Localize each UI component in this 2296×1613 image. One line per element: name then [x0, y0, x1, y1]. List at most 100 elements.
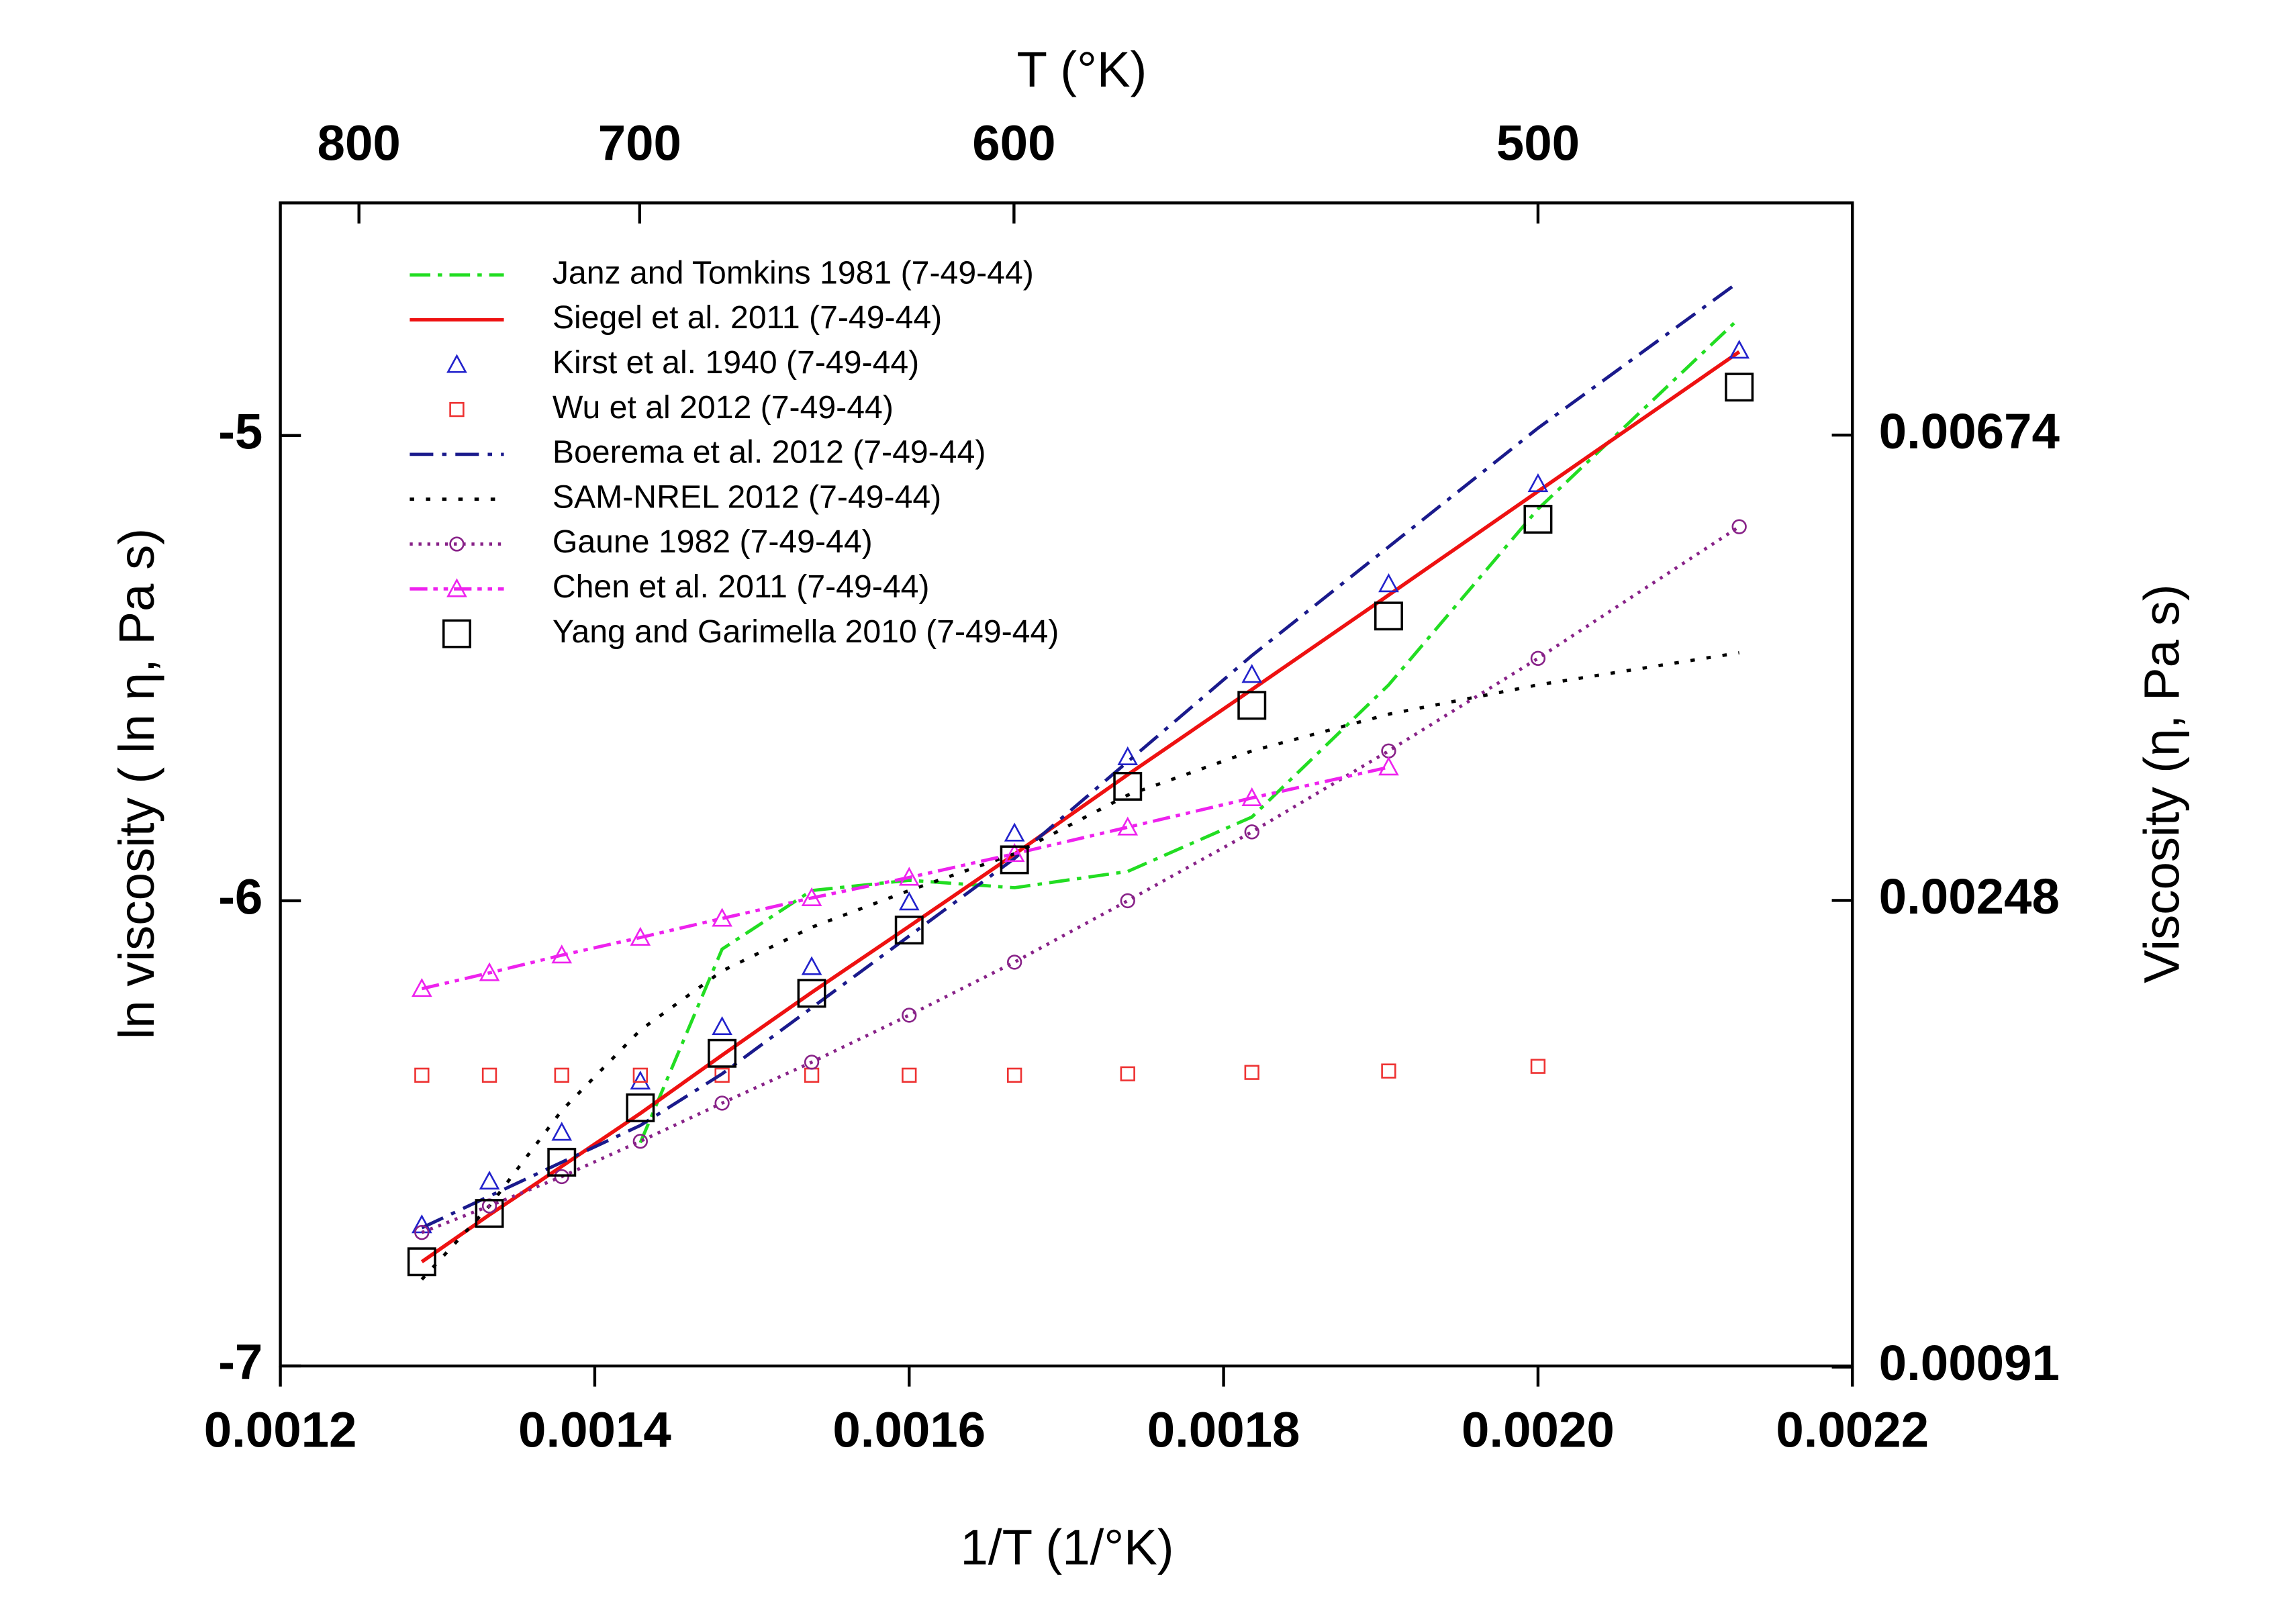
x-tick-label: 0.0022 [1776, 1402, 1929, 1457]
marker [902, 1067, 917, 1083]
marker [898, 891, 920, 911]
marker [449, 401, 465, 418]
legend-label: Gaune 1982 (7-49-44) [553, 524, 873, 560]
marker [1381, 743, 1396, 759]
marker [1381, 1063, 1396, 1079]
marker [481, 1067, 497, 1083]
marker [712, 908, 732, 927]
legend-label: Wu et al 2012 (7-49-44) [553, 389, 894, 426]
series-line [421, 765, 1389, 991]
marker [801, 956, 822, 975]
x-tick-label: 0.0016 [832, 1402, 986, 1457]
x-tick-label: 0.0012 [204, 1402, 357, 1457]
plot-frame [279, 201, 1854, 1368]
marker [902, 1008, 917, 1023]
x2-tick-label: 700 [598, 115, 681, 171]
marker [1725, 373, 1754, 402]
marker [632, 1067, 649, 1083]
series-line [420, 350, 1741, 1263]
legend-label: Siegel et al. 2011 (7-49-44) [553, 299, 942, 336]
marker [1004, 822, 1025, 842]
marker [1120, 893, 1135, 909]
marker [442, 619, 471, 648]
marker [551, 1122, 573, 1141]
marker [1000, 845, 1029, 875]
marker [1117, 816, 1139, 836]
marker [1523, 505, 1553, 534]
marker [1237, 691, 1267, 720]
marker [1241, 787, 1263, 807]
y-tick-label: -6 [218, 869, 262, 925]
marker [1374, 601, 1403, 631]
marker [898, 867, 920, 886]
y-tick-label: -7 [218, 1334, 262, 1390]
marker [714, 1067, 730, 1083]
marker [630, 926, 651, 946]
x2-tick-label: 800 [318, 115, 401, 171]
y2-axis-title: Viscosity (η, Pa s) [2134, 584, 2190, 983]
marker [714, 1095, 730, 1111]
x-axis-title: 1/T (1/°K) [960, 1520, 1174, 1575]
marker [449, 536, 465, 552]
marker [894, 916, 924, 945]
marker [407, 1247, 436, 1277]
marker [551, 944, 573, 964]
marker [1244, 824, 1259, 840]
series-line [420, 651, 1740, 1281]
series-line [421, 525, 1740, 1234]
legend-label: SAM-NREL 2012 (7-49-44) [553, 479, 941, 515]
marker [1113, 771, 1143, 801]
marker [1527, 473, 1549, 493]
marker [1241, 664, 1263, 683]
y-tick-label: -5 [218, 404, 262, 460]
marker [1004, 843, 1025, 863]
marker [632, 1134, 649, 1149]
y-axis-title: ln viscosity ( ln η, Pa s) [109, 528, 164, 1039]
legend-label: Chen et al. 2011 (7-49-44) [553, 569, 930, 605]
marker [1530, 650, 1546, 666]
marker [804, 1055, 820, 1070]
marker [446, 354, 467, 373]
x-tick-label: 0.0014 [518, 1402, 671, 1457]
marker [446, 578, 467, 597]
marker [1006, 1067, 1022, 1083]
marker [414, 1067, 430, 1083]
marker [630, 1070, 651, 1090]
marker [554, 1169, 569, 1185]
marker [1731, 519, 1747, 534]
marker [1530, 1059, 1546, 1074]
marker [804, 1067, 820, 1083]
marker [1729, 340, 1750, 359]
marker [708, 1038, 737, 1068]
marker [411, 978, 432, 997]
marker [1244, 1065, 1259, 1080]
marker [626, 1093, 655, 1122]
marker [797, 979, 826, 1008]
marker [1120, 1066, 1135, 1081]
marker [479, 1170, 500, 1190]
legend-label: Yang and Garimella 2010 (7-49-44) [553, 614, 1059, 650]
marker [1378, 573, 1399, 593]
y2-tick-label: 0.00248 [1879, 869, 2060, 924]
marker [414, 1224, 430, 1240]
marker [479, 962, 500, 981]
y2-tick-label: 0.00674 [1879, 403, 2060, 459]
x-tick-label: 0.0018 [1147, 1402, 1300, 1457]
x2-axis-title: T (°K) [1016, 42, 1147, 97]
y2-tick-label: 0.00091 [1879, 1335, 2060, 1391]
x-tick-label: 0.0020 [1462, 1402, 1615, 1457]
marker [475, 1199, 504, 1228]
marker [547, 1147, 577, 1177]
legend-label: Janz and Tomkins 1981 (7-49-44) [553, 254, 1034, 291]
legend-label: Boerema et al. 2012 (7-49-44) [553, 434, 986, 471]
x2-tick-label: 500 [1496, 115, 1580, 171]
series-line [638, 317, 1741, 1144]
marker [801, 887, 822, 907]
marker [554, 1067, 569, 1083]
marker [1006, 955, 1022, 970]
marker [1378, 756, 1399, 776]
marker [1117, 746, 1139, 766]
series-line [421, 280, 1741, 1230]
